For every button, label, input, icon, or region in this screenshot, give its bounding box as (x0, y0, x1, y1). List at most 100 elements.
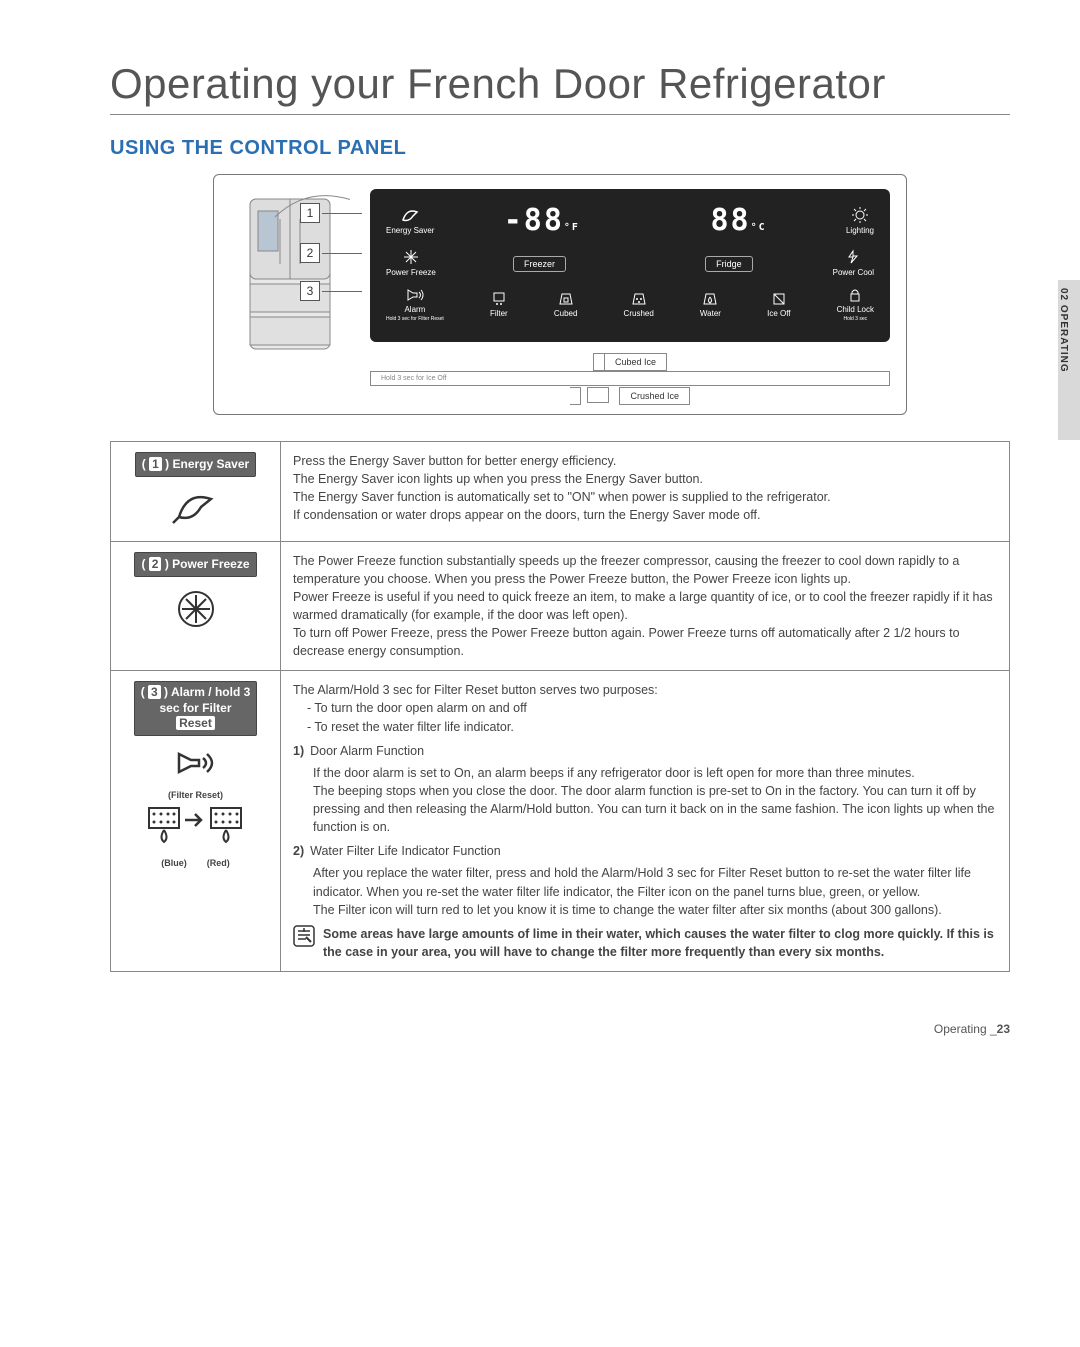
control-panel-box: 1 2 3 Energy Saver -88°F (213, 174, 907, 415)
power-freeze-label: Power Freeze (386, 268, 436, 277)
energy-saver-label: Energy Saver (386, 226, 434, 235)
callout-2-lead (322, 253, 362, 254)
cp-row-1: Energy Saver -88°F 88°C Lighting (386, 203, 874, 238)
cp-row-2: Power Freeze Freezer Fridge Power Cool (386, 248, 874, 277)
cubed-ice-caption-sub: Hold 3 sec for Ice Off (370, 371, 890, 386)
energy-text: Energy Saver (172, 457, 249, 471)
iceoff-indicator: Ice Off (767, 291, 790, 318)
control-panel-display: Energy Saver -88°F 88°C Lighting (370, 189, 890, 342)
filter-indicator: Filter (490, 291, 508, 318)
pf-num: 2 (149, 557, 162, 571)
filter-label: Filter (490, 309, 508, 318)
fridge-button[interactable]: Fridge (705, 256, 753, 272)
freezer-temp-display: -88°F (452, 203, 631, 238)
callout-3-lead (322, 291, 362, 292)
alarm-num: 3 (148, 685, 161, 699)
side-tab-label: 02 OPERATING (1058, 280, 1069, 373)
note-icon (293, 925, 315, 947)
item1-body: If the door alarm is set to On, an alarm… (313, 764, 997, 837)
childlock-label: Child Lock (837, 305, 874, 314)
alarm-sublabel: Hold 3 sec for Filter Reset (386, 316, 444, 322)
crushed-label: Crushed (624, 309, 654, 318)
item1-num: 1) (293, 744, 304, 758)
childlock-indicator: Child Lock Hold 3 sec (837, 287, 874, 322)
item2-body: After you replace the water filter, pres… (313, 864, 997, 918)
control-panel-figure: 1 2 3 Energy Saver -88°F (110, 174, 1010, 415)
alarm-indicator: Alarm Hold 3 sec for Filter Reset (386, 287, 444, 322)
alarm-l3: Reset (176, 716, 215, 730)
water-indicator: Water (700, 291, 721, 318)
section-heading: USING THE CONTROL PANEL (110, 137, 1010, 160)
power-cool-indicator: Power Cool (833, 248, 874, 277)
energy-saver-pill: ( 1 ) Energy Saver (135, 452, 256, 477)
row-alarm: ( 3 ) Alarm / hold 3 sec for Filter Rese… (111, 671, 1010, 972)
crushed-icon (631, 291, 647, 307)
power-freeze-row-icon (174, 587, 218, 631)
refrigerator-illustration (230, 189, 350, 359)
cubed-label: Cubed (554, 309, 578, 318)
section-side-tab: 02 OPERATING (1058, 280, 1080, 440)
page: 02 OPERATING Operating your French Door … (0, 0, 1080, 1076)
freezer-temp-value: -88 (504, 203, 564, 238)
fridge-temp-display: 88°C (649, 203, 828, 238)
filter-colors: (Blue) (Red) (123, 857, 268, 870)
alarm-p2: - To reset the water filter life indicat… (307, 718, 997, 736)
power-cool-icon (843, 248, 863, 266)
alarm-item1-head: 1)Door Alarm Function (293, 742, 997, 760)
energy-num: 1 (149, 457, 162, 471)
fridge-temp-unit: °C (751, 222, 767, 233)
cubed-ice-caption-text: Cubed Ice (604, 353, 667, 371)
footer-label: Operating _ (934, 1022, 997, 1036)
energy-saver-body: Press the Energy Saver button for better… (281, 442, 1010, 542)
ice-caption: Cubed Ice Hold 3 sec for Ice Off Crushed… (370, 352, 890, 404)
power-freeze-label-cell: ( 2 ) Power Freeze (111, 541, 281, 671)
cubed-icon (558, 291, 574, 307)
row-power-freeze: ( 2 ) Power Freeze The Power Freeze func… (111, 541, 1010, 671)
alarm-l1: Alarm / hold 3 (171, 685, 250, 699)
lighting-icon (850, 206, 870, 224)
energy-saver-icon (399, 206, 421, 224)
power-freeze-indicator: Power Freeze (386, 248, 436, 277)
power-freeze-pill: ( 2 ) Power Freeze (134, 552, 256, 577)
alarm-row-icon (171, 746, 221, 780)
alarm-intro: The Alarm/Hold 3 sec for Filter Reset bu… (293, 681, 997, 699)
alarm-body-cell: The Alarm/Hold 3 sec for Filter Reset bu… (281, 671, 1010, 972)
callout-1-lead (322, 213, 362, 214)
callout-3: 3 (300, 281, 320, 301)
filter-red-label: (Red) (207, 858, 230, 868)
alarm-p1: - To turn the door open alarm on and off (307, 699, 997, 717)
filter-icon (491, 291, 507, 307)
cubed-indicator: Cubed (554, 291, 578, 318)
iceoff-label: Ice Off (767, 309, 790, 318)
callout-2: 2 (300, 243, 320, 263)
alarm-icon (405, 287, 425, 303)
power-cool-label: Power Cool (833, 268, 874, 277)
alarm-l2: sec for Filter (159, 701, 231, 715)
caption-divider (587, 387, 609, 403)
page-footer: Operating _23 (110, 1022, 1010, 1036)
power-freeze-body: The Power Freeze function substantially … (281, 541, 1010, 671)
page-title: Operating your French Door Refrigerator (110, 60, 1010, 115)
filter-reset-caption: (Filter Reset) (123, 789, 268, 802)
power-freeze-icon (401, 248, 421, 266)
freezer-temp-unit: °F (564, 222, 580, 233)
crushed-ice-caption: Crushed Ice (619, 387, 690, 405)
energy-saver-label-cell: ( 1 ) Energy Saver (111, 442, 281, 542)
item2-num: 2) (293, 844, 304, 858)
callout-1: 1 (300, 203, 320, 223)
note-text: Some areas have large amounts of lime in… (323, 925, 997, 961)
alarm-pill: ( 3 ) Alarm / hold 3 sec for Filter Rese… (134, 681, 258, 736)
row-energy-saver: ( 1 ) Energy Saver Press the Energy Save… (111, 442, 1010, 542)
energy-saver-row-icon (171, 487, 221, 525)
feature-table: ( 1 ) Energy Saver Press the Energy Save… (110, 441, 1010, 972)
fridge-temp-value: 88 (711, 203, 751, 238)
freezer-button[interactable]: Freezer (513, 256, 566, 272)
alarm-label-cell: ( 3 ) Alarm / hold 3 sec for Filter Rese… (111, 671, 281, 972)
alarm-label: Alarm (404, 305, 425, 314)
alarm-item2-head: 2)Water Filter Life Indicator Function (293, 842, 997, 860)
iceoff-icon (771, 291, 787, 307)
footer-page-number: 23 (997, 1022, 1010, 1036)
crushed-indicator: Crushed (624, 291, 654, 318)
water-icon (702, 291, 718, 307)
cp-row-3: Alarm Hold 3 sec for Filter Reset Filter… (386, 287, 874, 322)
